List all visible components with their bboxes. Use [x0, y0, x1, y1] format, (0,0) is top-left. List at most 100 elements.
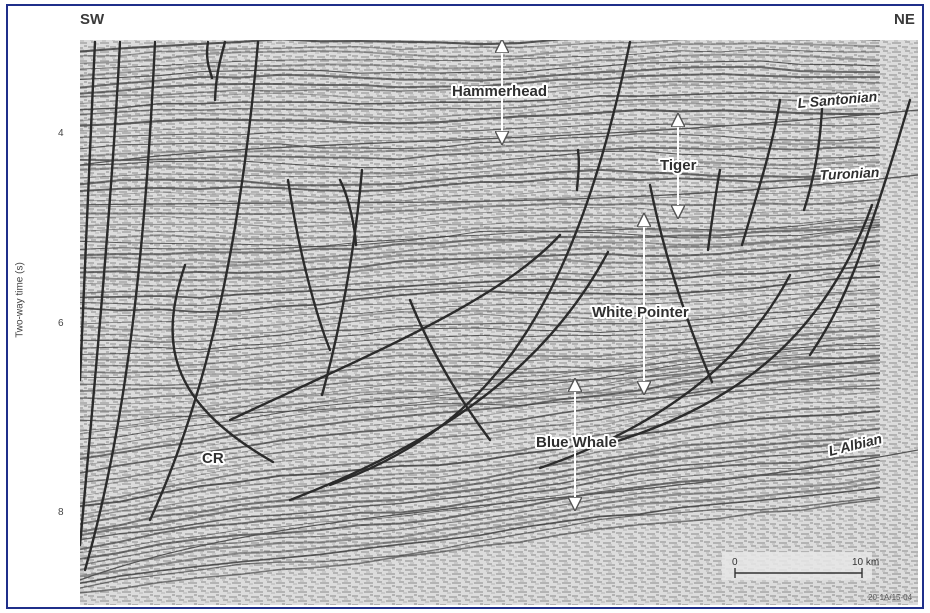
- reflector-line: [80, 476, 881, 571]
- reflector-line: [80, 276, 881, 313]
- reflector-line: [80, 123, 881, 138]
- reflector-line: [80, 335, 881, 435]
- fault-line: [538, 273, 792, 470]
- reflector-line: [80, 284, 881, 318]
- reflector-line: [80, 288, 881, 325]
- seismic-section: Hammerhead Tiger White Pointer Blue Whal…: [80, 40, 918, 605]
- fault-line: [740, 98, 782, 247]
- reflector-line: [80, 423, 881, 520]
- fault-line: [228, 233, 562, 422]
- reflector-line: [80, 362, 881, 400]
- turonian-label: Turonian: [819, 164, 879, 183]
- reflector-line: [80, 198, 881, 216]
- reflector-line: [80, 234, 881, 270]
- reflector-line: [80, 384, 881, 484]
- reflector-line: [80, 418, 881, 516]
- fault-line: [171, 263, 275, 464]
- reflector-line: [80, 53, 881, 77]
- fault-line: [802, 106, 824, 212]
- reflector-line: [80, 496, 881, 589]
- reflector-line: [80, 116, 881, 132]
- reflector-line: [80, 251, 881, 287]
- fault-line: [328, 40, 632, 487]
- structure-labels: Hammerhead Tiger White Pointer Blue Whal…: [200, 81, 699, 469]
- reflector-line: [80, 445, 881, 541]
- reflector-line: [80, 127, 881, 144]
- fault-lines: [80, 40, 912, 572]
- reflector-line: [80, 194, 881, 210]
- reflector-line: [80, 40, 881, 57]
- reflector-line: [80, 454, 881, 551]
- fault-line: [648, 183, 714, 384]
- fault-line: [408, 298, 492, 442]
- fault-line: [286, 178, 332, 352]
- fault-line: [603, 203, 874, 447]
- fault-line: [320, 168, 364, 397]
- fault-line: [148, 40, 260, 522]
- reflector-line: [80, 398, 881, 497]
- reflector-line: [80, 40, 577, 53]
- fault-line: [575, 148, 581, 192]
- reflector-line: [80, 158, 881, 175]
- reflector-line: [80, 324, 881, 362]
- fault-line: [205, 40, 214, 80]
- reflector-line: [80, 168, 881, 187]
- reflector-line: [80, 48, 880, 70]
- reflector-line: [80, 366, 881, 466]
- orientation-right-label: NE: [894, 11, 915, 28]
- reflector-line: [80, 406, 881, 505]
- fault-line: [80, 40, 122, 547]
- y-tick-8: 8: [58, 507, 64, 518]
- scale-bar-backdrop: [722, 552, 872, 580]
- hammerhead-label: Hammerhead: [452, 83, 547, 100]
- reflector-line: [80, 146, 881, 162]
- reflector-line: [80, 264, 881, 299]
- fault-line: [288, 250, 610, 502]
- scale-bar-start-label: 0: [732, 557, 738, 568]
- horizon-lines: [80, 109, 918, 581]
- reflector-line: [80, 189, 881, 203]
- structure-arrows: [502, 46, 678, 504]
- reflector-line: [80, 65, 881, 89]
- l-albian-horizon-line: [80, 449, 918, 581]
- reflector-line: [80, 271, 881, 307]
- reflector-line: [80, 260, 881, 294]
- reflector-line: [80, 334, 881, 374]
- fault-line: [83, 40, 157, 572]
- reflector-line: [80, 216, 881, 235]
- y-tick-6: 6: [58, 318, 64, 329]
- reflector-line: [80, 181, 881, 198]
- y-axis-label: Two-way time (s): [14, 262, 26, 338]
- reflector-lines: [80, 40, 881, 594]
- reflector-line: [80, 309, 881, 351]
- reflector-line: [80, 435, 881, 533]
- reflector-line: [80, 355, 881, 393]
- reflector-line: [80, 470, 881, 566]
- reflector-line: [80, 98, 881, 116]
- reflector-line: [80, 379, 881, 478]
- reflector-line: [80, 410, 881, 508]
- reflector-line: [80, 459, 881, 554]
- scale-bar-end-label: 10 km: [852, 557, 879, 568]
- reflector-line: [80, 372, 881, 474]
- reflector-line: [80, 318, 881, 355]
- reflector-line: [80, 358, 881, 460]
- reflector-line: [80, 327, 881, 432]
- reflector-line: [80, 240, 881, 275]
- reflector-line: [80, 102, 881, 122]
- cr-label: CR: [202, 450, 224, 467]
- reflector-line: [80, 388, 881, 422]
- turonian-horizon-line: [80, 174, 918, 206]
- reflector-line: [80, 226, 881, 248]
- reflector-line: [80, 440, 881, 537]
- reflector-line: [80, 206, 881, 223]
- scale-bar: 0 10 km: [722, 552, 879, 580]
- reflector-line: [80, 427, 881, 525]
- reflector-line: [80, 480, 881, 578]
- figure-credit: 20-1A/15-04: [868, 593, 913, 602]
- reflector-line: [80, 60, 881, 80]
- fault-line: [80, 40, 97, 382]
- fault-line: [213, 40, 227, 102]
- reflector-line: [80, 486, 881, 585]
- blue-whale-label: Blue Whale: [536, 434, 617, 451]
